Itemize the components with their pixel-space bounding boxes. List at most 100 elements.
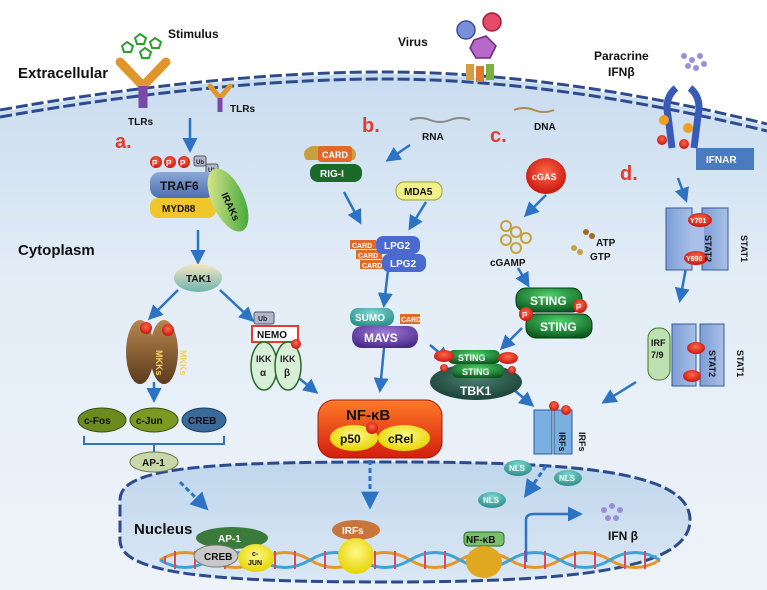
- ifnb-top-label: IFNβ: [608, 65, 635, 79]
- svg-text:MKKs: MKKs: [154, 350, 164, 376]
- ifnb-bottom-label: IFN β: [608, 529, 638, 543]
- svg-text:CARD: CARD: [358, 253, 378, 260]
- svg-text:NF-κB: NF-κB: [466, 535, 495, 546]
- rig1-complex: CARD RIG-I: [304, 146, 362, 182]
- svg-text:CARD: CARD: [362, 263, 382, 270]
- tlr-receptor-large: [115, 57, 171, 108]
- nemo-label: NEMO: [257, 330, 287, 341]
- dna-label: DNA: [534, 122, 556, 133]
- svg-text:IKK: IKK: [280, 354, 296, 364]
- svg-text:NLS: NLS: [509, 464, 526, 473]
- rna-label: RNA: [422, 132, 444, 143]
- svg-text:SUMO: SUMO: [355, 313, 385, 324]
- rig1-label: RIG-I: [320, 169, 344, 180]
- svg-text:α: α: [260, 368, 267, 379]
- nls-tags: NLS NLS NLS: [478, 460, 582, 508]
- svg-text:CARD: CARD: [322, 150, 348, 160]
- svg-text:STING: STING: [530, 294, 567, 308]
- svg-text:STING: STING: [540, 320, 577, 334]
- ifnb-output-particles: [601, 503, 623, 521]
- ifnb-particles: [681, 53, 707, 71]
- svg-text:IRFs: IRFs: [557, 432, 567, 452]
- svg-text:CREB: CREB: [188, 416, 216, 427]
- stat-dimer-top: Y701 Y690 STAT2 STAT1: [665, 207, 749, 271]
- svg-text:IRFs: IRFs: [342, 526, 364, 537]
- sting-dimer: P P STING STING: [515, 287, 593, 339]
- svg-text:STAT1: STAT1: [735, 350, 745, 377]
- dna-strand-icon: [513, 107, 555, 113]
- svg-text:STAT2: STAT2: [707, 350, 717, 377]
- ap1-label: AP-1: [142, 458, 165, 469]
- svg-text:P: P: [166, 159, 172, 168]
- tbk1-complex: STING STING TBK1: [430, 350, 522, 400]
- svg-text:MKKs: MKKs: [178, 350, 188, 376]
- nuclear-import-arrows: [178, 460, 548, 511]
- svg-text:TAK1: TAK1: [186, 274, 212, 285]
- myd88-label: MYD88: [162, 204, 196, 215]
- svg-text:Y701: Y701: [690, 218, 706, 225]
- svg-text:cRel: cRel: [388, 432, 413, 446]
- svg-text:CREB: CREB: [204, 552, 232, 563]
- svg-text:c-: c-: [252, 551, 259, 558]
- svg-text:7/9: 7/9: [651, 350, 664, 360]
- svg-text:P: P: [522, 311, 528, 320]
- irfs-dimer: IRFs IRFs: [533, 401, 587, 455]
- svg-text:P: P: [180, 159, 186, 168]
- paracrine-label: Paracrine: [594, 49, 649, 63]
- nuclear-irfs: IRFs: [332, 520, 380, 574]
- virus-icon: [456, 12, 502, 82]
- tlr-receptor-small: [207, 83, 233, 112]
- svg-text:c-Jun: c-Jun: [136, 416, 163, 427]
- svg-text:p50: p50: [340, 432, 361, 446]
- tlrs-label-1: TLRs: [128, 117, 153, 128]
- ifnar-receptor: [657, 85, 703, 149]
- nucleus-label: Nucleus: [134, 521, 192, 538]
- svg-text:STAT2: STAT2: [703, 235, 713, 262]
- svg-text:AP-1: AP-1: [218, 534, 241, 545]
- svg-text:CARD: CARD: [401, 317, 421, 324]
- svg-text:P: P: [576, 303, 582, 312]
- atp-gtp-molecules: [571, 229, 595, 255]
- ap1-factors: c-Fos c-Jun CREB AP-1: [77, 407, 227, 473]
- mda5-node: MDA5: [395, 181, 443, 201]
- stimulus-particles: [120, 32, 163, 59]
- cgamp-label: cGAMP: [490, 258, 526, 269]
- svg-text:STING: STING: [462, 367, 490, 377]
- tbk1-label: TBK1: [460, 384, 492, 398]
- svg-text:P: P: [152, 159, 158, 168]
- pathway-arrows: [146, 118, 690, 407]
- stimulus-label: Stimulus: [168, 27, 219, 41]
- svg-text:STAT1: STAT1: [739, 235, 749, 262]
- lpg2-complex: CARD CARD CARD LPG2 LPG2: [350, 236, 426, 272]
- tlrs-label-2: TLRs: [230, 104, 255, 115]
- mavs-complex: SUMO CARD MAVS: [350, 308, 421, 348]
- traf6-label: TRAF6: [160, 179, 199, 193]
- traf6-complex: P P P Ub Ub TRAF6 MYD88 IRAKs: [150, 155, 249, 232]
- svg-text:CARD: CARD: [352, 243, 372, 250]
- svg-text:cGAS: cGAS: [532, 172, 557, 182]
- panel-b-label: b.: [362, 115, 380, 137]
- panel-c-label: c.: [490, 125, 507, 147]
- atp-label: ATP: [596, 238, 616, 249]
- cell-membrane-outer: [0, 70, 767, 126]
- svg-text:JUN: JUN: [248, 560, 262, 567]
- mavs-label: MAVS: [364, 331, 398, 345]
- nuclear-nfkb: NF-κB: [463, 531, 505, 578]
- svg-text:STING: STING: [458, 353, 486, 363]
- panel-d-label: d.: [620, 163, 638, 185]
- panel-a-label: a.: [115, 131, 132, 153]
- nfkb-label: NF-κB: [346, 407, 390, 424]
- nuclear-ap1-complex: AP-1 CREB c- JUN: [193, 527, 274, 572]
- svg-text:NLS: NLS: [559, 474, 576, 483]
- svg-text:Ub: Ub: [258, 316, 267, 323]
- transcription-arrow: [524, 506, 583, 562]
- cell-membrane-inner: [0, 77, 767, 133]
- gtp-label: GTP: [590, 252, 611, 263]
- svg-text:IRFs: IRFs: [577, 432, 587, 452]
- svg-text:LPG2: LPG2: [390, 259, 417, 270]
- isgf3-complex: IRF 7/9 STAT2 STAT1: [647, 323, 745, 387]
- mkks-complex: MKKs MKKs: [126, 320, 188, 384]
- ifnar-label: IFNAR: [706, 155, 737, 166]
- svg-text:LPG2: LPG2: [384, 241, 411, 252]
